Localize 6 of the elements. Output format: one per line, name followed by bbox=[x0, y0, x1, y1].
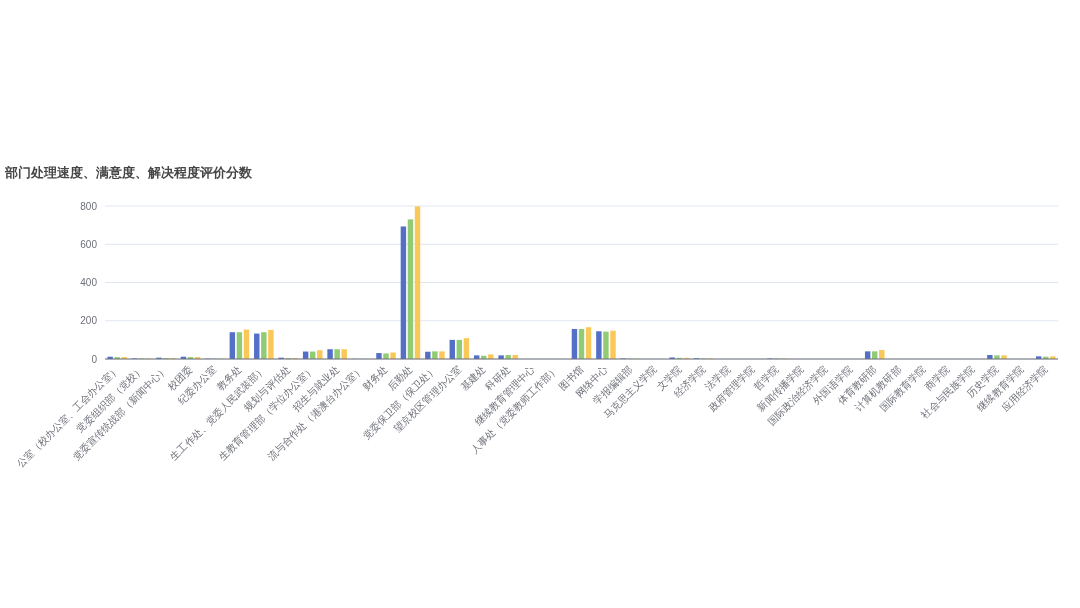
y-tick-label: 200 bbox=[80, 315, 98, 327]
y-tick-label: 400 bbox=[80, 277, 98, 288]
chart-title: 部门处理速度、满意度、解决程度评价分数 bbox=[4, 165, 253, 180]
y-tick-label: 0 bbox=[91, 353, 98, 365]
y-tick-label: 800 bbox=[80, 200, 98, 212]
y-tick-label: 600 bbox=[80, 238, 98, 250]
